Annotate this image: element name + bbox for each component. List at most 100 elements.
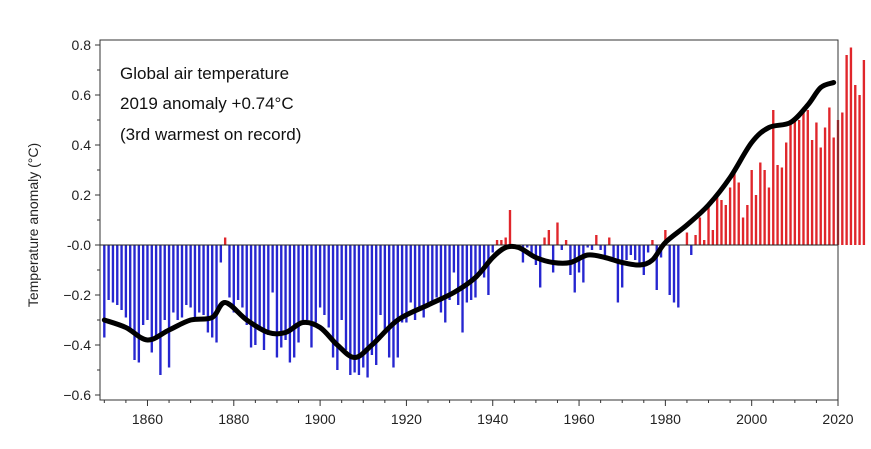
annotation-line-2: 2019 anomaly +0.74°C bbox=[120, 94, 294, 113]
bar-1921 bbox=[409, 245, 412, 303]
bar-1996 bbox=[733, 170, 736, 245]
bar-2021 bbox=[841, 112, 844, 245]
bar-2026 bbox=[862, 60, 866, 245]
x-tick-label: 2020 bbox=[822, 411, 853, 427]
bar-1888 bbox=[267, 245, 270, 335]
bar-1937 bbox=[478, 245, 481, 273]
bar-1930 bbox=[448, 245, 451, 300]
x-tick-label: 1880 bbox=[218, 411, 249, 427]
bar-1876 bbox=[215, 245, 218, 343]
bar-1940 bbox=[491, 245, 494, 253]
bar-1988 bbox=[698, 217, 702, 245]
bar-1985 bbox=[685, 232, 689, 245]
bar-1890 bbox=[275, 245, 279, 358]
bar-1850 bbox=[103, 245, 106, 338]
bar-1871 bbox=[193, 245, 197, 320]
bar-2002 bbox=[759, 162, 762, 245]
bar-1938 bbox=[482, 245, 486, 278]
bar-1997 bbox=[737, 182, 740, 245]
bar-1868 bbox=[180, 245, 184, 318]
bar-1974 bbox=[638, 245, 641, 268]
x-tick-label: 1980 bbox=[650, 411, 681, 427]
bar-1869 bbox=[185, 245, 188, 305]
bar-1954 bbox=[551, 245, 555, 273]
y-tick-label: 0.2 bbox=[72, 187, 92, 203]
bar-2023 bbox=[849, 47, 853, 245]
bar-1873 bbox=[202, 245, 205, 315]
bar-1879 bbox=[228, 245, 231, 298]
bar-1959 bbox=[573, 245, 576, 293]
y-tick-label: 0.8 bbox=[72, 37, 92, 53]
bar-1898 bbox=[310, 245, 313, 348]
bar-1852 bbox=[111, 245, 115, 303]
bar-1863 bbox=[159, 245, 162, 375]
bar-1975 bbox=[642, 245, 645, 275]
x-tick-label: 1920 bbox=[391, 411, 422, 427]
bar-1861 bbox=[150, 245, 153, 353]
bar-2015 bbox=[815, 122, 818, 245]
bar-1973 bbox=[633, 245, 637, 260]
x-tick-label: 1900 bbox=[305, 411, 336, 427]
bar-2012 bbox=[802, 107, 805, 245]
bar-2016 bbox=[819, 147, 822, 245]
bar-1926 bbox=[431, 245, 434, 305]
bar-1899 bbox=[314, 245, 317, 323]
bar-1897 bbox=[305, 245, 309, 320]
bar-2004 bbox=[767, 187, 771, 245]
bar-1951 bbox=[539, 245, 542, 288]
x-tick-label: 1960 bbox=[563, 411, 594, 427]
bar-1894 bbox=[293, 245, 296, 358]
bar-1851 bbox=[107, 245, 110, 300]
bar-1882 bbox=[241, 245, 244, 308]
y-tick-label: 0.4 bbox=[72, 137, 92, 153]
bar-1874 bbox=[206, 245, 210, 333]
bar-1859 bbox=[141, 245, 145, 325]
bar-1892 bbox=[284, 245, 287, 340]
bar-1909 bbox=[357, 245, 361, 375]
bar-2013 bbox=[806, 110, 809, 245]
bar-1999 bbox=[746, 205, 749, 245]
bar-1990 bbox=[707, 205, 710, 245]
x-tick-label: 1940 bbox=[477, 411, 508, 427]
bar-1889 bbox=[271, 245, 274, 293]
bar-1895 bbox=[297, 245, 300, 343]
bar-2022 bbox=[845, 55, 848, 245]
bar-1913 bbox=[375, 245, 378, 365]
bar-1866 bbox=[172, 245, 175, 313]
bar-1962 bbox=[586, 245, 589, 248]
bar-1935 bbox=[469, 245, 473, 300]
bar-1924 bbox=[422, 245, 425, 318]
bar-1936 bbox=[474, 245, 477, 298]
bar-1920 bbox=[405, 245, 408, 323]
bar-1907 bbox=[349, 245, 352, 375]
bar-1860 bbox=[146, 245, 149, 320]
y-tick-label: −0.6 bbox=[63, 387, 91, 403]
bar-1864 bbox=[163, 245, 166, 320]
bar-1911 bbox=[366, 245, 369, 378]
bar-2014 bbox=[810, 140, 814, 245]
bar-1989 bbox=[703, 240, 706, 245]
bar-1976 bbox=[646, 245, 650, 253]
bar-2024 bbox=[854, 85, 857, 245]
bar-1994 bbox=[724, 205, 727, 245]
bar-1966 bbox=[603, 245, 607, 255]
bar-1902 bbox=[327, 245, 330, 328]
bar-1964 bbox=[595, 235, 598, 245]
bar-1995 bbox=[728, 187, 732, 245]
bar-1947 bbox=[521, 245, 525, 263]
y-tick-label: −0.2 bbox=[63, 287, 91, 303]
bar-2001 bbox=[754, 195, 758, 245]
bar-1971 bbox=[625, 245, 628, 260]
bar-1891 bbox=[280, 245, 283, 348]
smoothed-trend-line bbox=[101, 80, 837, 360]
bar-1968 bbox=[612, 245, 615, 258]
bar-1963 bbox=[590, 245, 594, 250]
x-axis: 1860 1880 1900 1920 1940 1960 1980 2000 2020 bbox=[103, 400, 854, 427]
bar-2009 bbox=[789, 120, 792, 245]
bar-1967 bbox=[608, 237, 611, 245]
bar-1884 bbox=[249, 245, 253, 348]
bar-1993 bbox=[720, 200, 723, 245]
bar-1944 bbox=[508, 210, 512, 245]
bar-1856 bbox=[129, 245, 132, 330]
